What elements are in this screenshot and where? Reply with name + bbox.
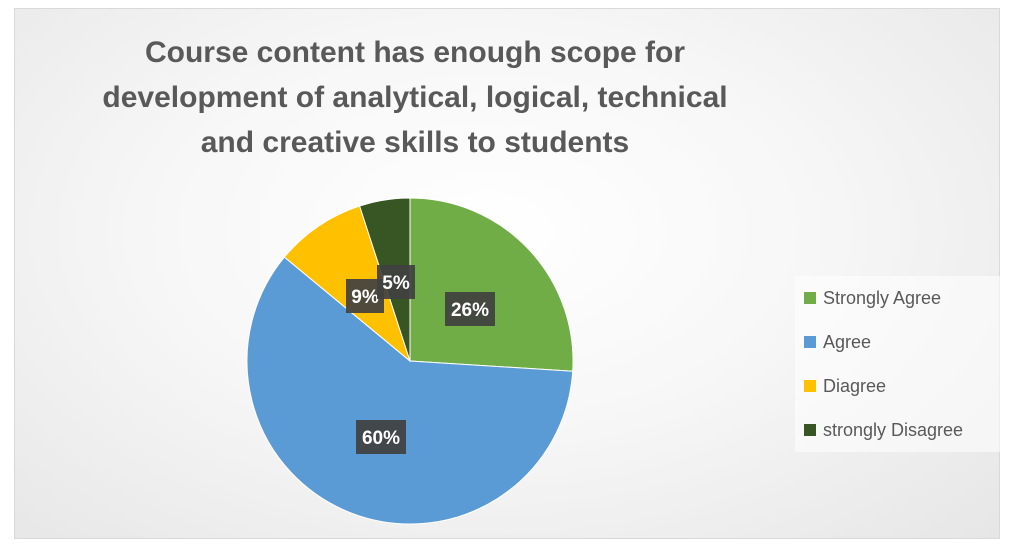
legend-item-strongly-agree: Strongly Agree [804,276,963,320]
pie-slice-agree [246,256,574,525]
legend-swatch [804,380,816,392]
chart-title: Course content has enough scope for deve… [102,36,728,159]
legend-label: Strongly Agree [823,287,942,308]
legend-label: strongly Disagree [823,419,964,440]
legend-background [795,276,1005,452]
data-label-agree: 60% [356,420,406,454]
data-label-strongly-disagree: 5% [377,265,415,299]
legend-item-strongly-disagree: strongly Disagree [804,408,963,452]
svg-text:5%: 5% [382,273,410,294]
legend: Strongly Agree Agree Diagree strongly Disag… [804,276,963,452]
legend-label: Agree [823,331,872,352]
legend-item-agree: Agree [804,320,963,364]
legend-swatch [804,292,816,304]
svg-text:60%: 60% [362,428,400,449]
svg-text:9%: 9% [351,287,379,308]
data-label-strongly-agree: 26% [445,292,495,326]
legend-swatch [804,424,816,436]
legend-label: Diagree [823,375,887,396]
svg-text:26%: 26% [451,300,489,321]
legend-item-diagree: Diagree [804,364,963,408]
legend-swatch [804,336,816,348]
pie-slice-strongly-agree [409,197,574,372]
